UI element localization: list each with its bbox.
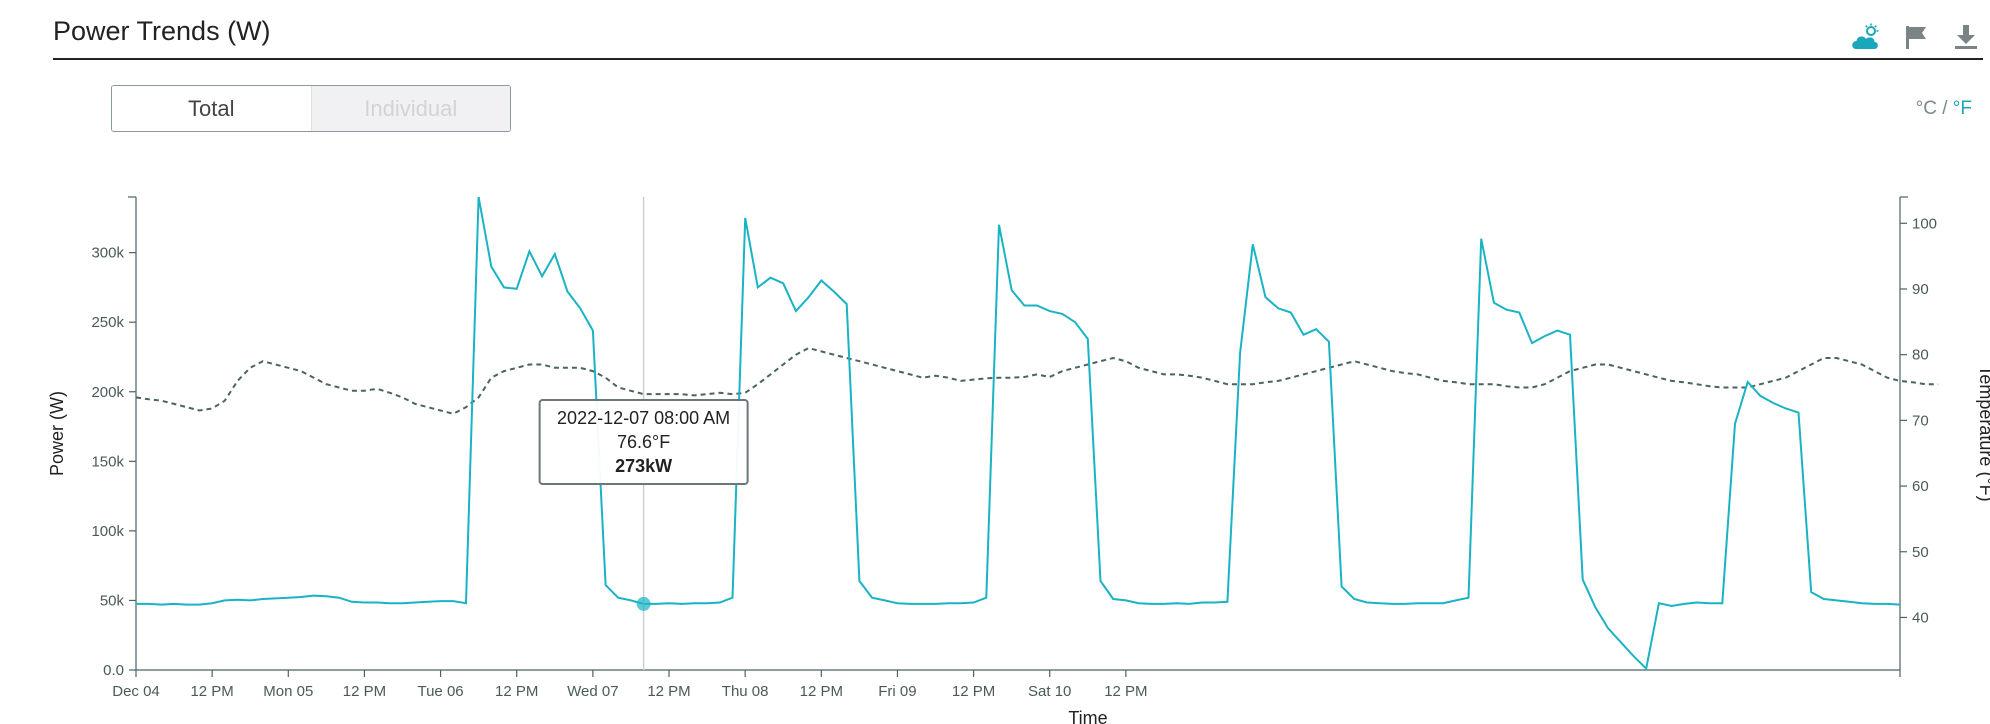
series-line-power <box>136 197 1900 669</box>
y-tick-label: 50k <box>100 592 125 609</box>
y-tick-label: 200k <box>91 384 124 401</box>
y-tick-label: 0.0 <box>103 662 124 679</box>
y2-axis-title: Temperature (°F) <box>1976 365 1990 501</box>
x-tick-label: 12 PM <box>952 683 995 700</box>
x-tick-label: 12 PM <box>495 683 538 700</box>
x-tick-label: 12 PM <box>190 683 233 700</box>
y2-tick-label: 90 <box>1912 281 1929 298</box>
y-axis-title: Power (W) <box>47 391 67 476</box>
x-tick-label: Wed 07 <box>567 683 618 700</box>
y2-tick-label: 100 <box>1912 215 1937 232</box>
y-tick-label: 300k <box>91 245 124 262</box>
x-tick-label: Tue 06 <box>417 683 463 700</box>
y2-tick-label: 80 <box>1912 347 1929 364</box>
y2-tick-label: 50 <box>1912 544 1929 561</box>
x-tick-label: 12 PM <box>343 683 386 700</box>
x-tick-label: Sat 10 <box>1028 683 1071 700</box>
tooltip-power: 273kW <box>615 456 672 476</box>
y-tick-label: 100k <box>91 523 124 540</box>
x-tick-label: Dec 04 <box>112 683 160 700</box>
x-axis-title: Time <box>1068 708 1107 724</box>
y2-tick-label: 60 <box>1912 478 1929 495</box>
tooltip-temperature: 76.6°F <box>617 432 670 452</box>
hover-point <box>637 597 651 611</box>
tooltip: 2022-12-07 08:00 AM 76.6°F 273kW <box>540 400 748 484</box>
series-line-temperature <box>136 348 1938 414</box>
x-tick-label: Thu 08 <box>722 683 769 700</box>
x-tick-label: 12 PM <box>1104 683 1147 700</box>
x-tick-label: 12 PM <box>647 683 690 700</box>
y2-tick-label: 70 <box>1912 412 1929 429</box>
y2-tick-label: 40 <box>1912 609 1929 626</box>
y-tick-label: 150k <box>91 453 124 470</box>
tooltip-timestamp: 2022-12-07 08:00 AM <box>557 408 730 428</box>
y-tick-label: 250k <box>91 314 124 331</box>
x-tick-label: 12 PM <box>800 683 843 700</box>
x-tick-label: Mon 05 <box>263 683 313 700</box>
x-tick-label: Fri 09 <box>878 683 916 700</box>
